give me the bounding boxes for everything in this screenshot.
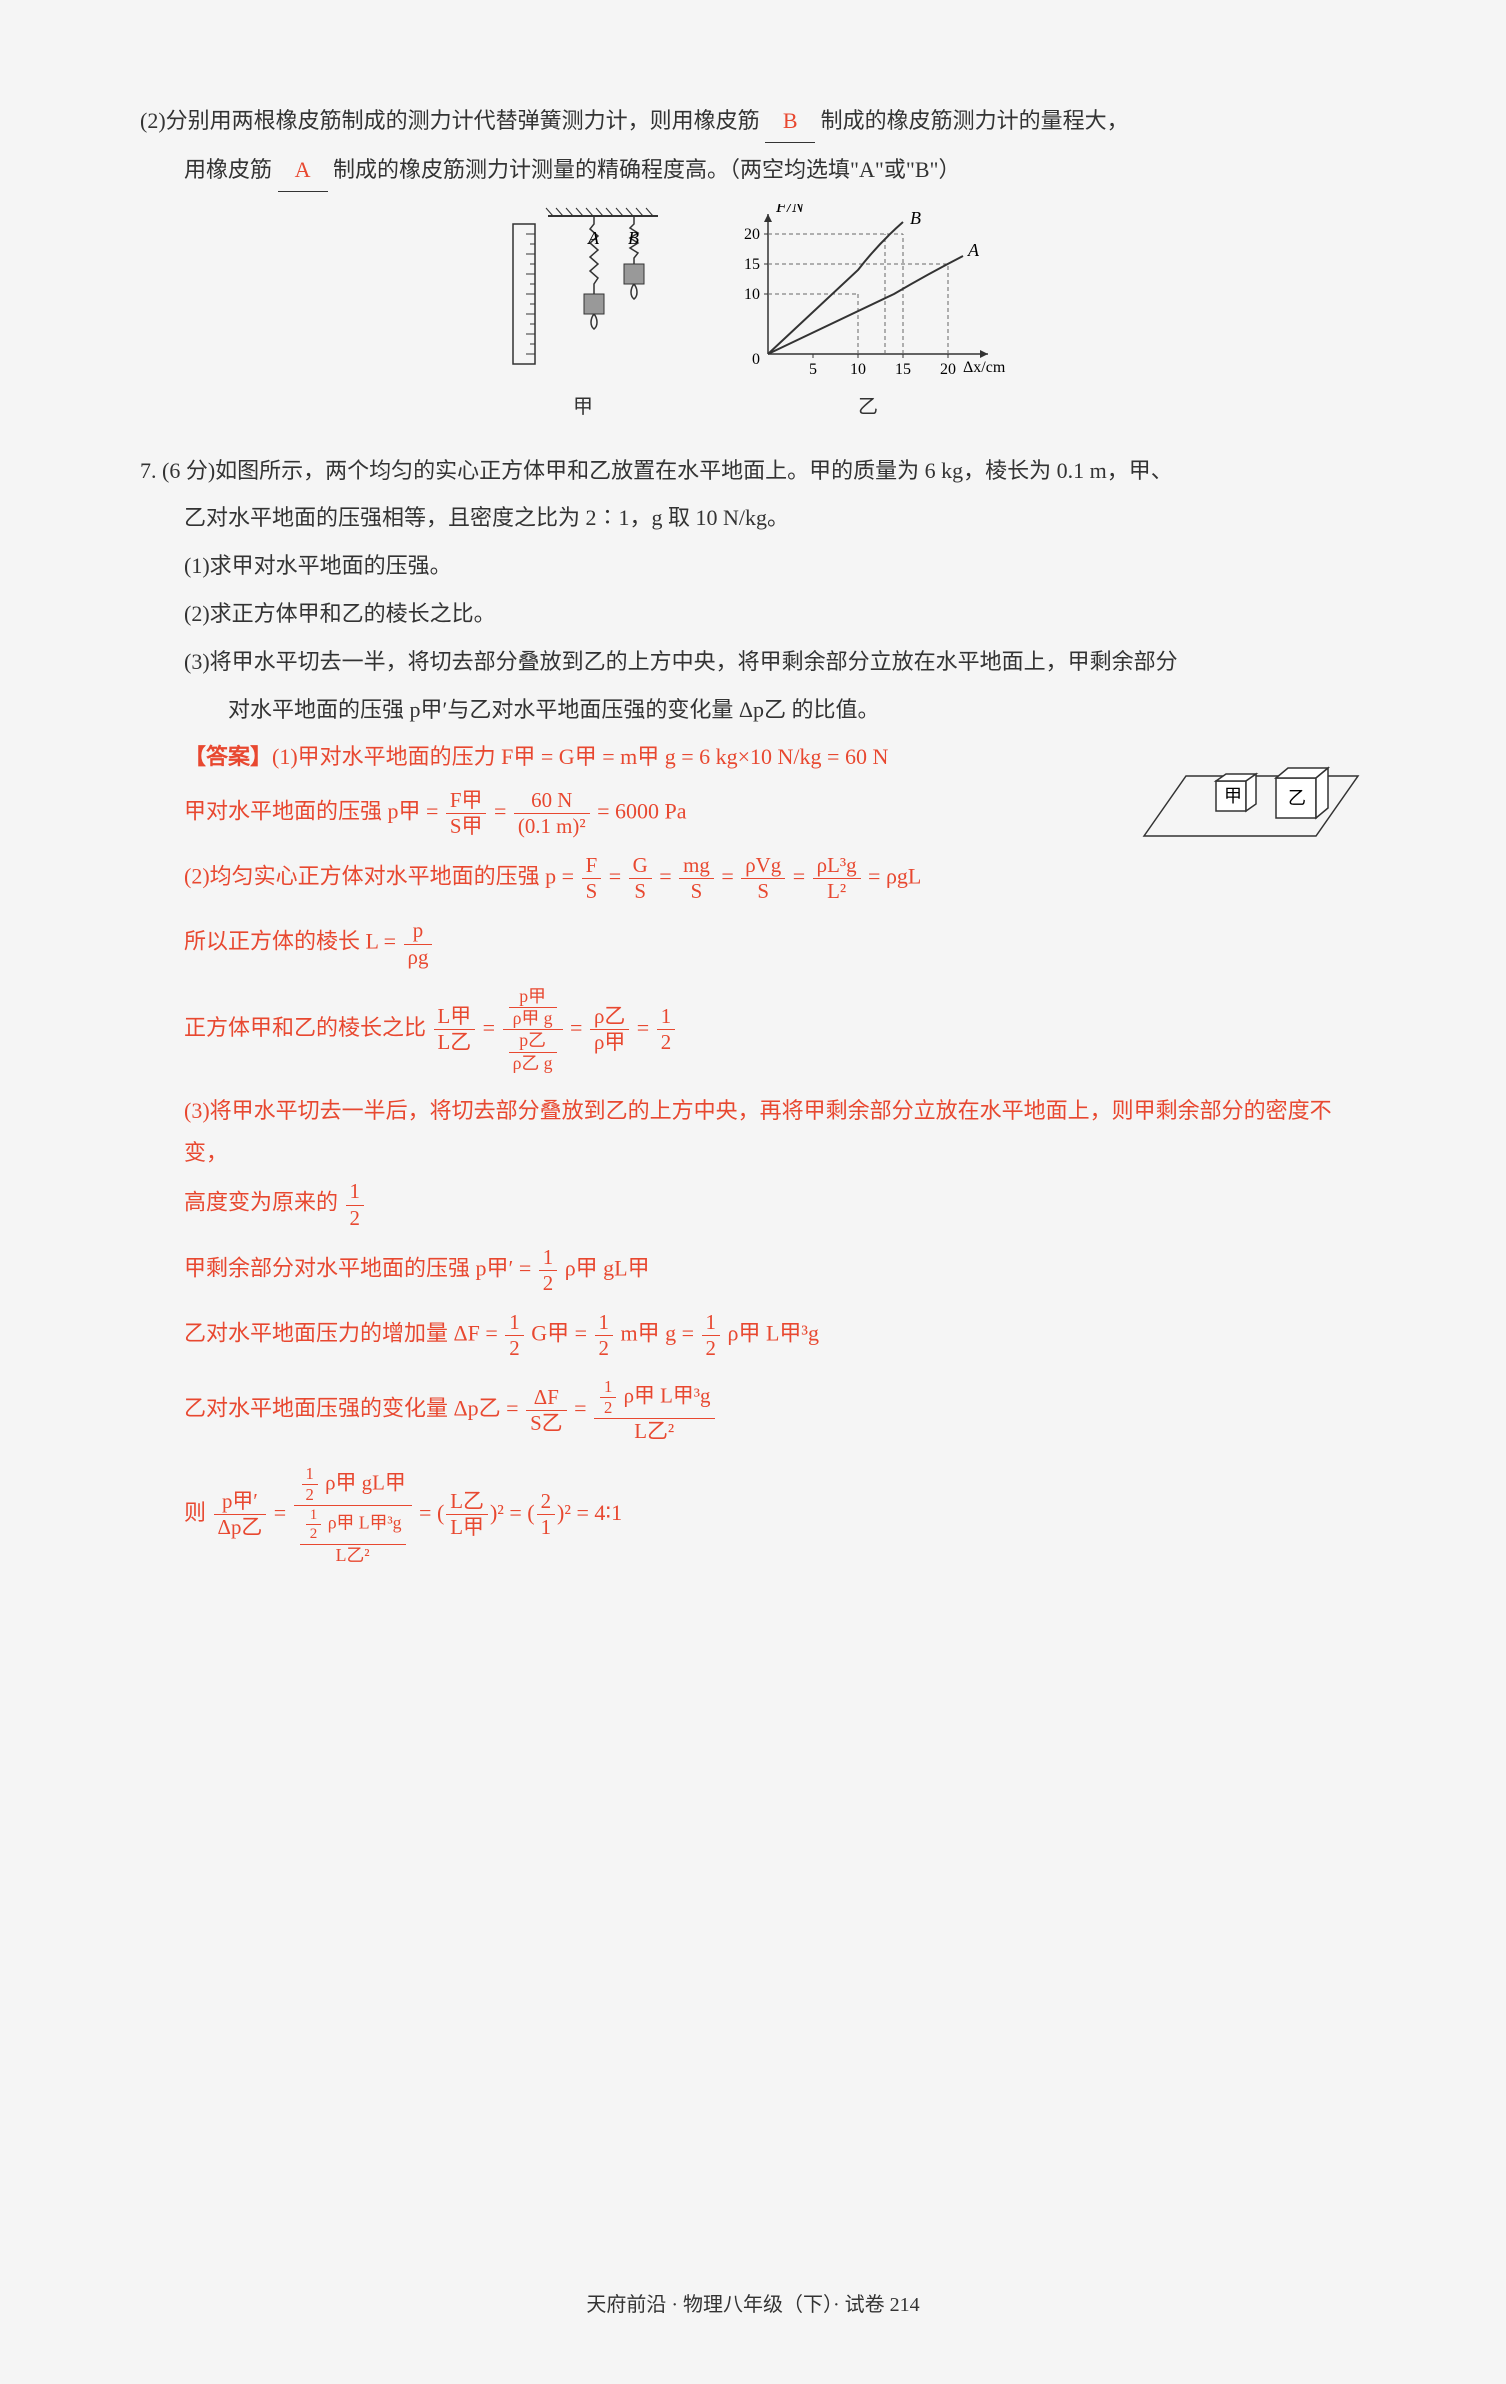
q7-stem2: 乙对水平地面的压强相等，且密度之比为 2∶1，g 取 10 N/kg。 <box>140 497 1366 539</box>
q6-p2-l2b: 制成的橡皮筋测力计测量的精确程度高。（两空均选填"A"或"B"） <box>333 157 961 182</box>
q6-p2-line2: 用橡皮筋 A 制成的橡皮筋测力计测量的精确程度高。（两空均选填"A"或"B"） <box>140 149 1366 192</box>
ans-3: 正方体甲和乙的棱长之比 L甲L乙 = p甲ρ甲 g p乙ρ乙 g = ρ乙ρ甲 … <box>184 986 1366 1074</box>
svg-text:20: 20 <box>940 361 956 378</box>
svg-text:10: 10 <box>744 286 760 303</box>
ans-2b: 所以正方体的棱长 L = pρg <box>184 918 1366 969</box>
svg-text:甲: 甲 <box>1224 786 1242 806</box>
svg-text:B: B <box>628 228 639 248</box>
q6-p2-lead: (2)分别用两根橡皮筋制成的测力计代替弹簧测力计，则用橡皮筋 <box>140 108 760 133</box>
spring-caption: 甲 <box>573 388 593 426</box>
q6-blank2: A <box>278 149 328 192</box>
svg-text:Δx/cm: Δx/cm <box>963 359 1006 376</box>
q6-p2-line1: (2)分别用两根橡皮筋制成的测力计代替弹簧测力计，则用橡皮筋 B 制成的橡皮筋测… <box>140 100 1366 143</box>
svg-text:B: B <box>910 208 921 228</box>
fx-chart-svg: 10 15 20 0 5 10 15 20 <box>728 204 1008 384</box>
svg-text:15: 15 <box>895 361 911 378</box>
ans-6: 乙对水平地面压力的增加量 ΔF = 12 G甲 = 12 m甲 g = 12 ρ… <box>184 1310 1366 1361</box>
ans-4b: 高度变为原来的 12 <box>184 1179 1366 1230</box>
svg-text:15: 15 <box>744 256 760 273</box>
chart-caption: 乙 <box>858 388 878 426</box>
q7-p3a: (3)将甲水平切去一半，将切去部分叠放到乙的上方中央，将甲剩余部分立放在水平地面… <box>140 641 1366 683</box>
cube-figure: 甲 乙 <box>1136 736 1366 890</box>
q7-p2: (2)求正方体甲和乙的棱长之比。 <box>140 593 1366 635</box>
q6-blank1: B <box>765 100 815 143</box>
svg-text:A: A <box>587 228 600 248</box>
q6-part2: (2)分别用两根橡皮筋制成的测力计代替弹簧测力计，则用橡皮筋 B 制成的橡皮筋测… <box>140 100 1366 192</box>
svg-text:0: 0 <box>752 351 760 368</box>
q6-p2-mid: 制成的橡皮筋测力计的量程大， <box>821 108 1129 133</box>
q6-p2-l2a: 用橡皮筋 <box>184 157 272 182</box>
svg-text:5: 5 <box>809 361 817 378</box>
svg-text:A: A <box>967 240 980 260</box>
q7-p3b: 对水平地面的压强 p甲′与乙对水平地面压强的变化量 Δp乙 的比值。 <box>140 689 1366 731</box>
q7-block: 7. (6 分)如图所示，两个均匀的实心正方体甲和乙放置在水平地面上。甲的质量为… <box>140 450 1366 1566</box>
spring-scale-figure: A B 甲 <box>498 204 668 426</box>
ans-7: 乙对水平地面压强的变化量 Δp乙 = ΔFS乙 = 12 ρ甲 L甲³g L乙² <box>184 1377 1366 1444</box>
svg-text:F/N: F/N <box>775 204 805 216</box>
cube-svg: 甲 乙 <box>1136 736 1366 876</box>
svg-text:10: 10 <box>850 361 866 378</box>
spring-scale-svg: A B <box>498 204 668 384</box>
page-footer: 天府前沿 · 物理八年级（下）· 试卷 214 <box>140 2286 1366 2324</box>
q6-figures: A B 甲 10 15 20 0 <box>140 204 1366 426</box>
ans-4: (3)将甲水平切去一半后，将切去部分叠放到乙的上方中央，再将甲剩余部分立放在水平… <box>184 1090 1366 1174</box>
svg-text:20: 20 <box>744 226 760 243</box>
fx-chart-figure: 10 15 20 0 5 10 15 20 <box>728 204 1008 426</box>
q7-num: 7. (6 分) <box>140 458 215 483</box>
q7-stem1: 7. (6 分)如图所示，两个均匀的实心正方体甲和乙放置在水平地面上。甲的质量为… <box>140 450 1366 492</box>
ans-8: 则 p甲′Δp乙 = 12 ρ甲 gL甲 12 ρ甲 L甲³g L乙² = (L… <box>184 1464 1366 1566</box>
ans-5: 甲剩余部分对水平地面的压强 p甲′ = 12 ρ甲 gL甲 <box>184 1245 1366 1296</box>
svg-text:乙: 乙 <box>1288 788 1306 808</box>
q7-p1: (1)求甲对水平地面的压强。 <box>140 545 1366 587</box>
